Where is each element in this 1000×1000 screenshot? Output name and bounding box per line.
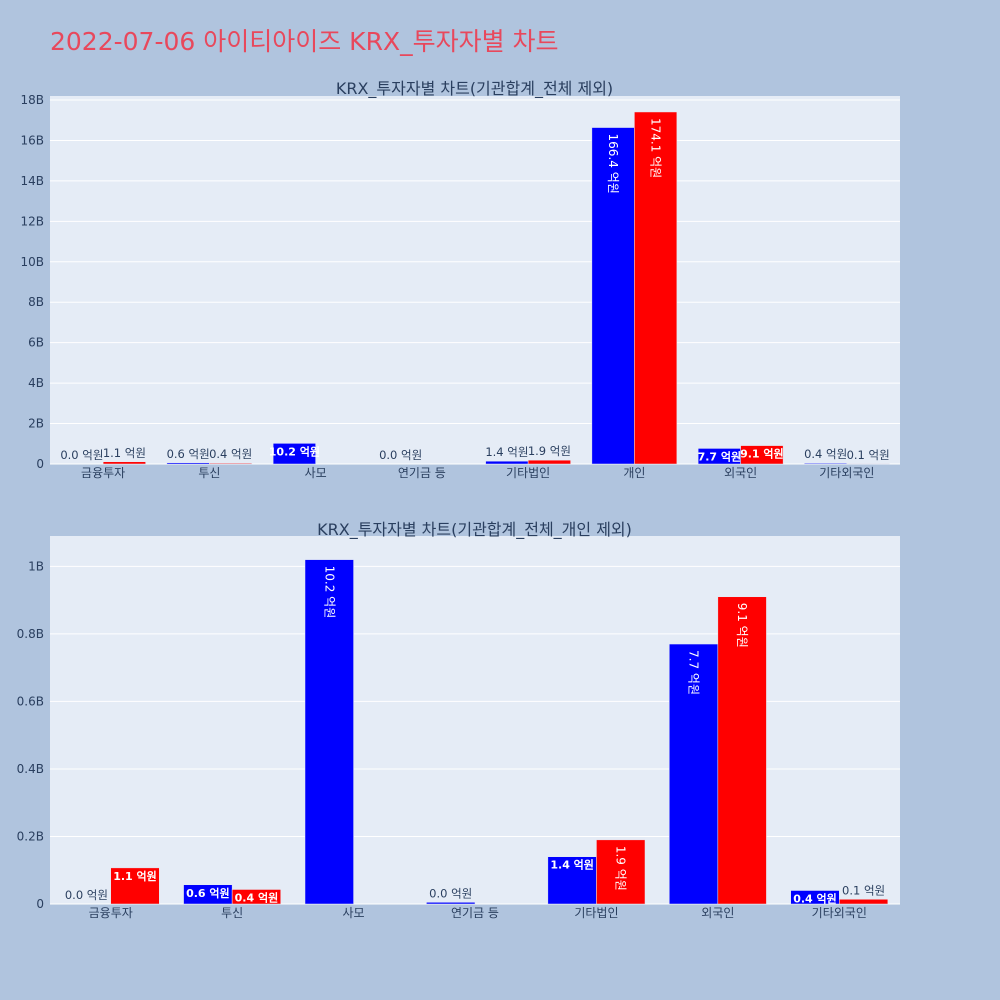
x-tick-label: 연기금 등: [451, 906, 499, 920]
bar: [166, 462, 210, 465]
data-label: 10.2 억원: [322, 566, 336, 619]
data-label: 0.1 억원: [842, 883, 885, 897]
y-tick-label: 4B: [28, 376, 44, 390]
y-tick-label: 0.8B: [17, 627, 44, 641]
x-tick-label: 투신: [221, 906, 243, 920]
y-tick-label: 10B: [20, 255, 44, 269]
data-label: 166.4 억원: [606, 134, 620, 194]
x-tick-label: 외국인: [701, 906, 734, 920]
data-label: 0.4 억원: [804, 447, 847, 461]
x-tick-label: 기타외국인: [819, 466, 874, 480]
y-tick-label: 0.6B: [17, 694, 44, 708]
bar: [634, 111, 678, 465]
bar: [231, 889, 281, 905]
data-label: 0.6 억원: [167, 447, 210, 461]
bar: [304, 559, 354, 905]
data-label: 0.6 억원: [186, 886, 230, 900]
data-label: 1.9 억원: [528, 444, 571, 458]
data-label: 0.0 억원: [65, 888, 108, 902]
bar: [596, 839, 646, 905]
bar: [717, 596, 767, 905]
y-tick-label: 16B: [20, 133, 44, 147]
bar: [591, 127, 635, 465]
chart-top: 0 2B 4B 6B 8B 10B 12B 14B 16B 18B KRX_투자자별 차트(기관합계…: [20, 79, 900, 480]
y-tick-label: 0: [36, 897, 44, 911]
data-label: 0.4 억원: [209, 447, 252, 461]
data-label: 7.7 억원: [687, 650, 701, 695]
data-label: 0.0 억원: [60, 448, 103, 462]
data-label: 0.4 억원: [793, 891, 837, 905]
y-tick-label: 12B: [20, 214, 44, 228]
data-label: 1.1 억원: [103, 446, 146, 460]
x-tick-label: 사모: [343, 906, 365, 920]
chart-title: KRX_투자자별 차트(기관합계_전체 제외): [336, 79, 613, 99]
x-tick-label: 금융투자: [81, 466, 125, 480]
x-tick-label: 투신: [198, 466, 220, 480]
y-tick-label: 0.4B: [17, 762, 44, 776]
x-tick-label: 기타법인: [506, 466, 550, 480]
y-tick-label: 0: [36, 457, 44, 471]
x-tick-label: 기타법인: [574, 906, 618, 920]
bar: [272, 443, 316, 465]
x-tick-label: 기타외국인: [812, 906, 867, 920]
x-tick-label: 개인: [623, 466, 645, 480]
bar: [669, 643, 719, 905]
y-tick-label: 2B: [28, 417, 44, 431]
bar: [426, 902, 476, 905]
x-tick-label: 사모: [305, 466, 327, 480]
data-label: 1.4 억원: [550, 858, 594, 872]
y-tick-label: 0.2B: [17, 829, 44, 843]
chart-bottom: 0 0.2B 0.4B 0.6B 0.8B 1B KRX_투자자별 차트(기관합계_전체_개…: [17, 520, 900, 920]
bar: [804, 462, 848, 465]
data-label: 9.1 억원: [735, 603, 749, 648]
y-tick-label: 8B: [28, 295, 44, 309]
bar: [209, 462, 253, 465]
plot-area: [50, 96, 900, 464]
y-tick-label: 1B: [28, 559, 44, 573]
page-title: 2022-07-06 아이티아이즈 KRX_투자자별 차트: [50, 27, 559, 56]
x-tick-label: 연기금 등: [398, 466, 446, 480]
y-tick-label: 18B: [20, 93, 44, 107]
y-tick-label: 6B: [28, 336, 44, 350]
plot-area: [50, 536, 900, 904]
data-label: 174.1 억원: [649, 118, 663, 178]
data-label: 7.7 억원: [698, 449, 742, 463]
x-tick-label: 금융투자: [89, 906, 133, 920]
bar: [102, 461, 146, 465]
bar: [740, 445, 784, 465]
data-label: 0.1 억원: [847, 448, 890, 462]
y-tick-label: 14B: [20, 174, 44, 188]
data-label: 0.0 억원: [379, 448, 422, 462]
chart-title: KRX_투자자별 차트(기관합계_전체_개인 제외): [317, 520, 632, 540]
data-label: 0.4 억원: [235, 890, 279, 904]
data-label: 0.0 억원: [429, 886, 472, 900]
bar: [110, 867, 160, 905]
data-label: 9.1 억원: [740, 447, 784, 461]
data-label: 1.1 억원: [113, 869, 157, 883]
bar: [527, 459, 571, 465]
data-label: 1.4 억원: [485, 445, 528, 459]
data-label: 10.2 억원: [269, 444, 320, 458]
x-tick-label: 외국인: [724, 466, 757, 480]
bar: [790, 890, 840, 905]
bar: [547, 856, 597, 905]
bar: [839, 899, 889, 905]
bar: [485, 460, 529, 465]
data-label: 1.9 억원: [614, 846, 628, 891]
